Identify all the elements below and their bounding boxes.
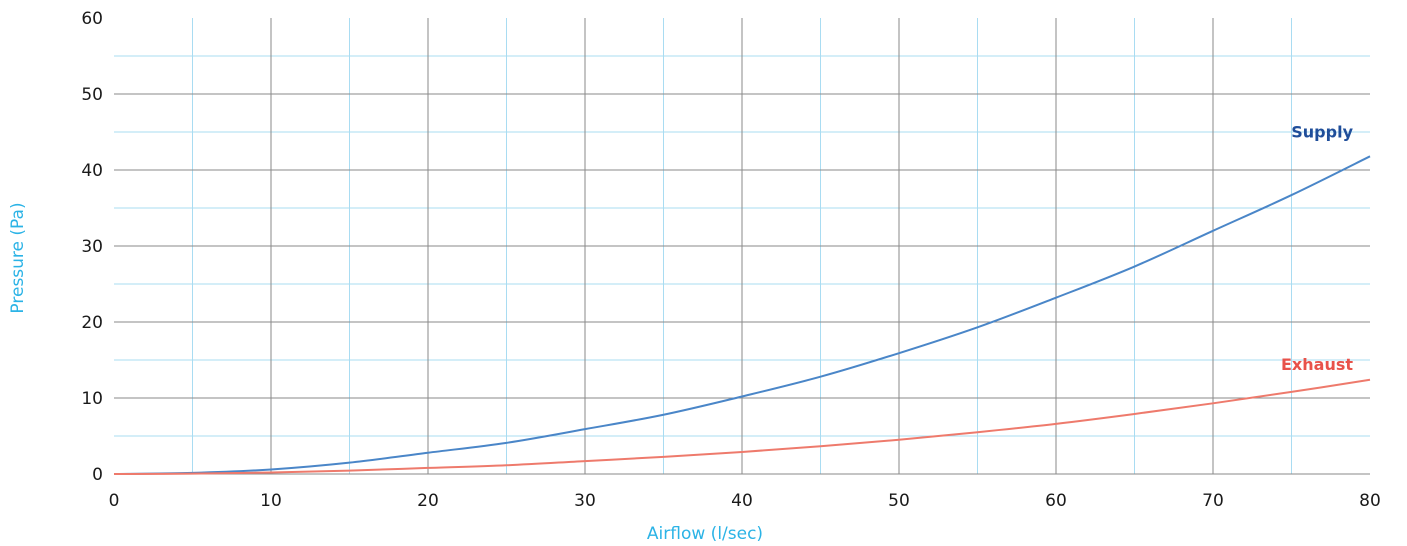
series-label-exhaust: Exhaust <box>1281 355 1353 374</box>
series-line-supply <box>113 155 1371 475</box>
x-tick-label: 10 <box>260 491 282 511</box>
y-tick-label: 0 <box>92 465 103 485</box>
x-tick-label: 30 <box>574 491 596 511</box>
series-labels: Supply Exhaust <box>1281 122 1354 373</box>
x-tick-label: 50 <box>888 491 910 511</box>
x-tick-label: 20 <box>417 491 439 511</box>
x-axis-ticks: 0 10 20 30 40 50 60 70 80 <box>109 491 1381 511</box>
x-tick-label: 40 <box>731 491 753 511</box>
series-lines <box>113 155 1371 475</box>
y-tick-label: 40 <box>81 161 103 181</box>
y-axis-title: Pressure (Pa) <box>8 202 28 313</box>
x-axis-title: Airflow (l/sec) <box>647 524 763 544</box>
y-tick-label: 20 <box>81 313 103 333</box>
y-tick-label: 30 <box>81 237 103 257</box>
x-tick-label: 70 <box>1202 491 1224 511</box>
series-line-exhaust <box>113 378 1371 475</box>
y-axis-ticks: 0 10 20 30 40 50 60 <box>81 9 103 485</box>
y-tick-label: 50 <box>81 85 103 105</box>
y-tick-label: 60 <box>81 9 103 29</box>
x-tick-label: 60 <box>1045 491 1067 511</box>
x-tick-label: 80 <box>1359 491 1381 511</box>
major-grid <box>114 18 1370 475</box>
y-tick-label: 10 <box>81 389 103 409</box>
series-label-supply: Supply <box>1291 122 1353 141</box>
x-tick-label: 0 <box>109 491 120 511</box>
